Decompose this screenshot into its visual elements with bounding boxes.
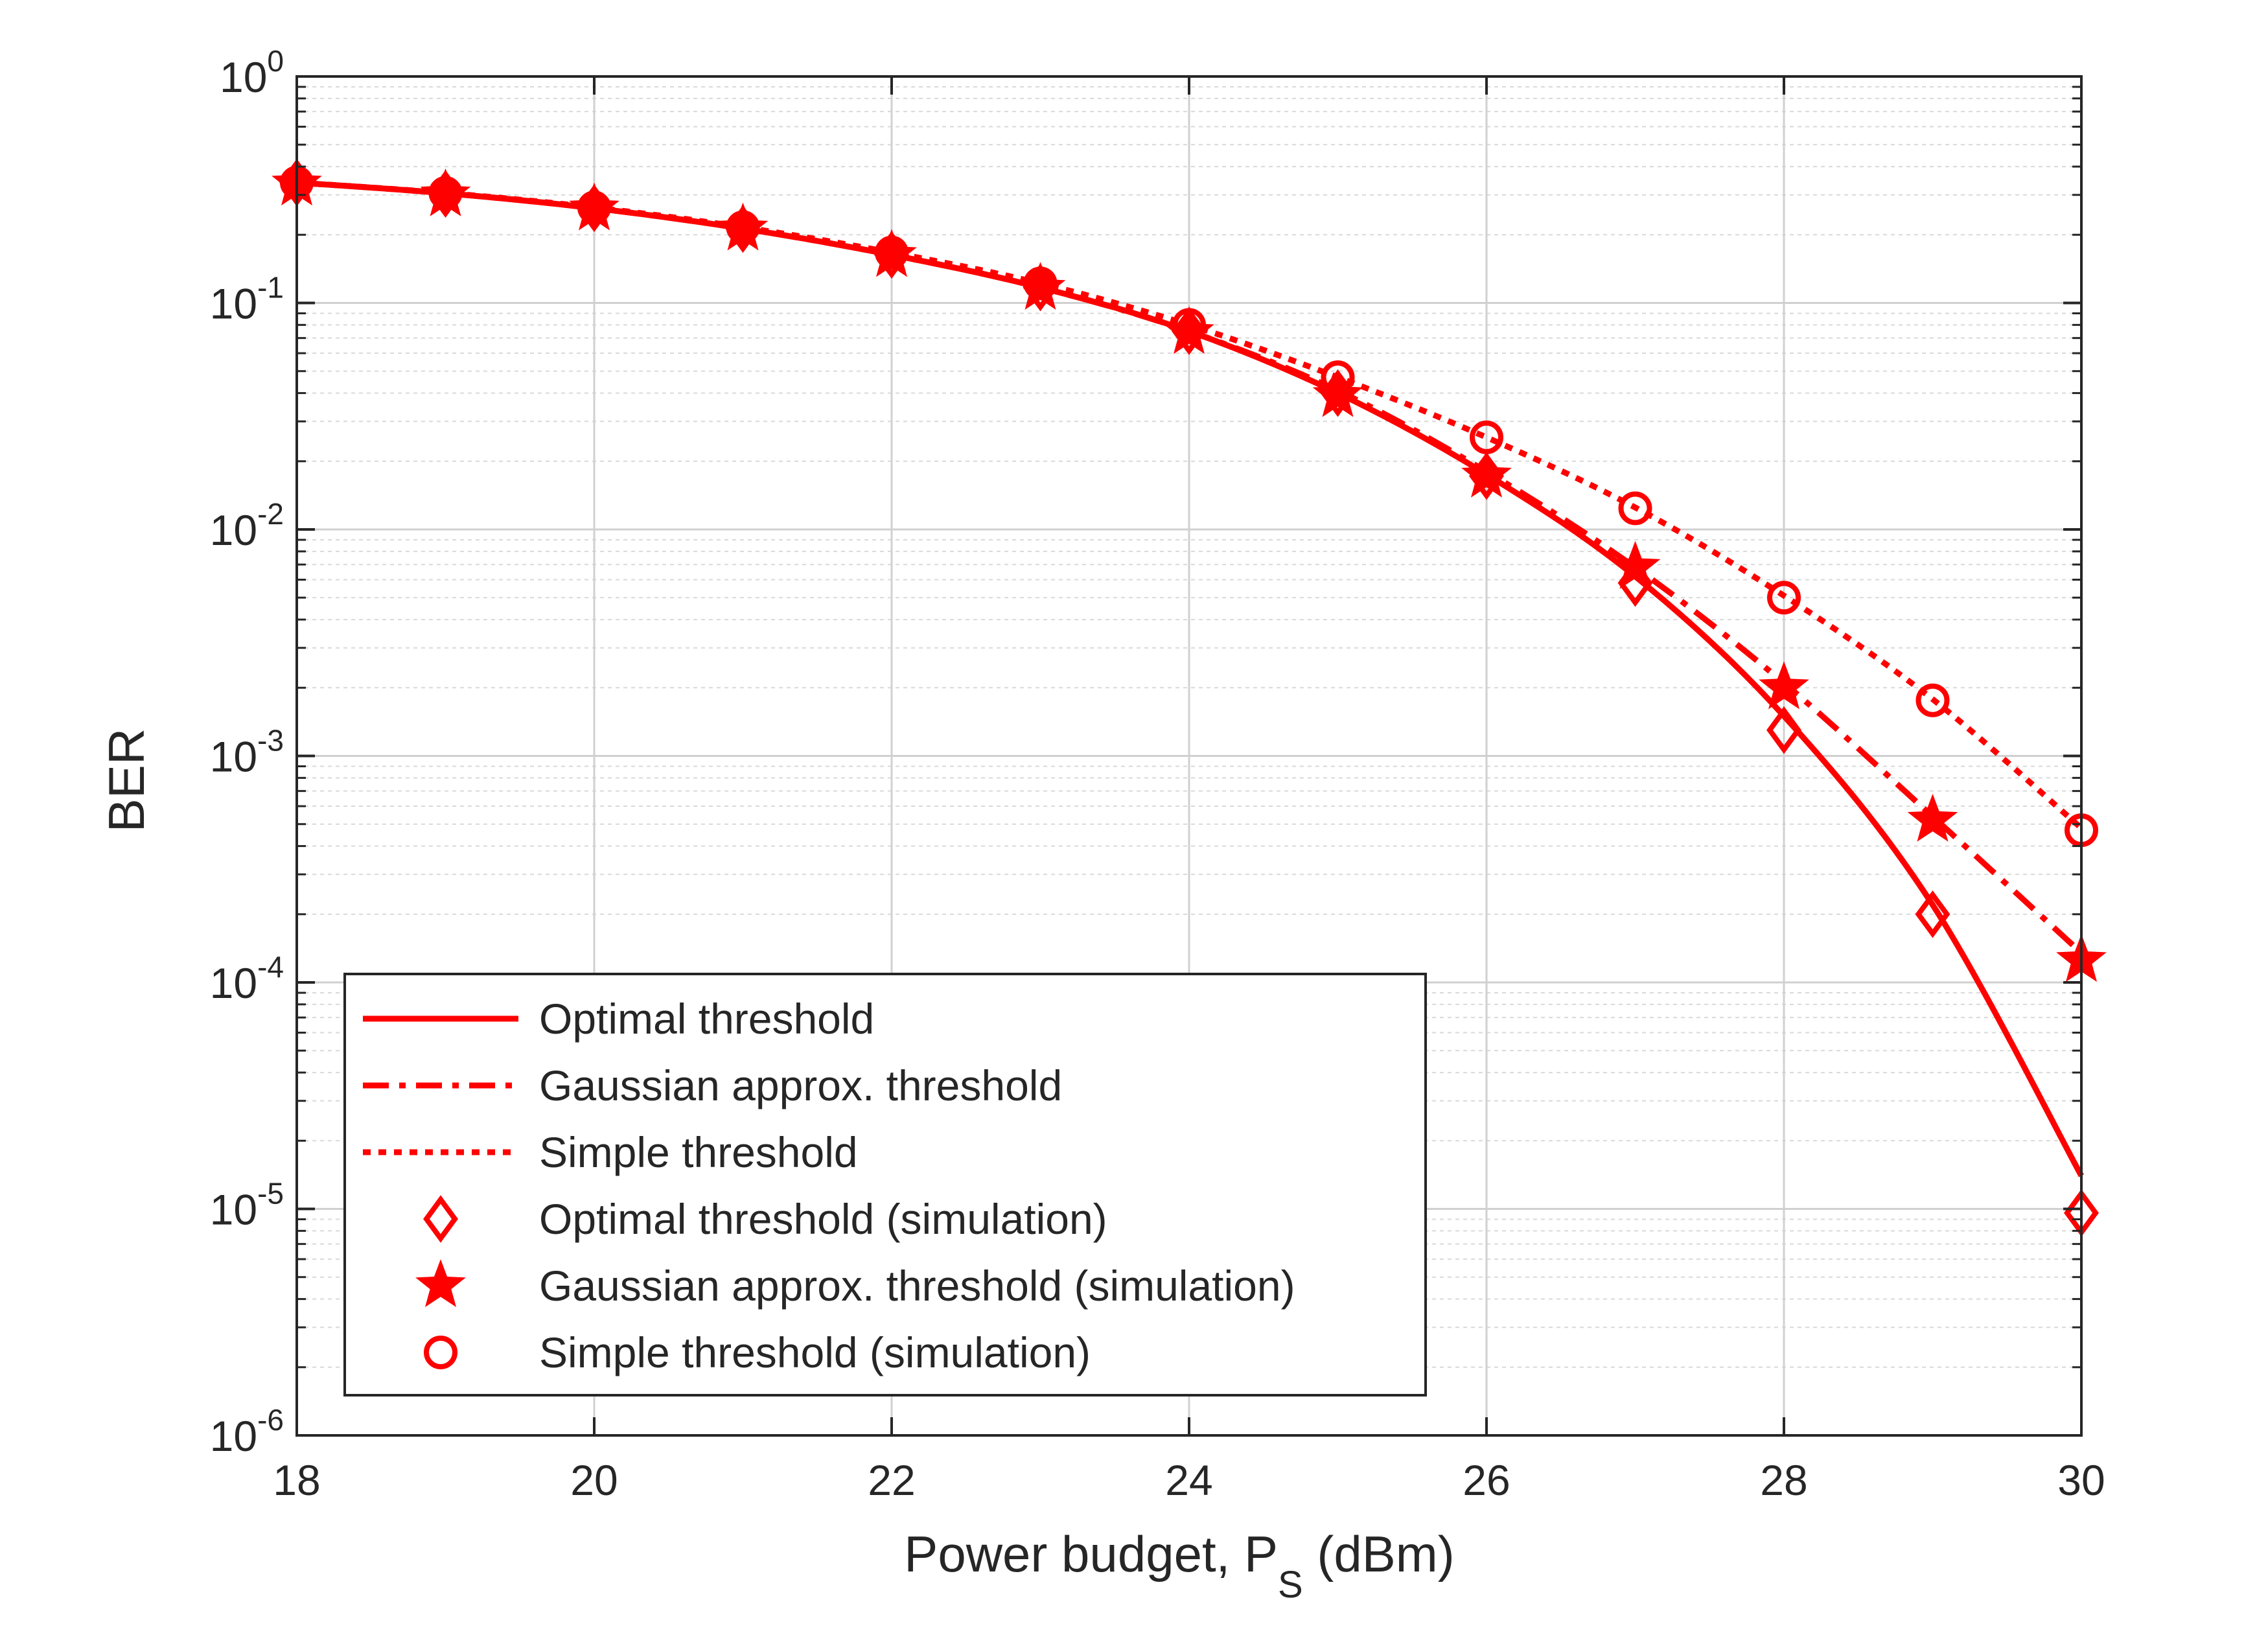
- legend: Optimal threshold Gaussian approx. thresh…: [343, 973, 1427, 1397]
- x-tick-label: 28: [1760, 1456, 1807, 1504]
- x-axis-label: Power budget, PS (dBm): [904, 1525, 1454, 1606]
- y-tick-label: 10-2: [210, 497, 284, 554]
- y-tick-label: 10-1: [210, 271, 284, 328]
- marker-diamond-point: [1915, 890, 1950, 938]
- legend-label: Gaussian approx. threshold: [539, 1061, 1062, 1109]
- legend-label: Optimal threshold: [539, 995, 874, 1043]
- axes: [295, 75, 2083, 1437]
- legend-label: Simple threshold: [539, 1128, 858, 1176]
- legend-entry: Simple threshold (simulation): [424, 1328, 1091, 1376]
- marker-circle-point: [1618, 491, 1652, 526]
- marker-star-point: [1907, 793, 1958, 842]
- legend-entry: Gaussian approx. threshold (simulation): [415, 1259, 1295, 1310]
- marker-circle-point: [1321, 360, 1355, 395]
- marker-circle-point: [726, 210, 760, 244]
- y-tick-label: 10-4: [210, 950, 284, 1007]
- legend-label: Simple threshold (simulation): [539, 1328, 1091, 1376]
- tick-labels: 18 20 22 24 26 28 30 10-6 10-5 10-4 10-3 10-2 10-1 10…: [210, 44, 2105, 1504]
- marker-star-point: [1759, 661, 1809, 710]
- legend-label: Optimal threshold (simulation): [539, 1195, 1107, 1243]
- legend-marker-circle: [424, 1336, 457, 1369]
- marker-circle-point: [1915, 683, 1950, 717]
- marker-star-point: [1610, 540, 1661, 589]
- marker-circle-point: [428, 176, 463, 210]
- legend-entry: Optimal threshold: [363, 995, 874, 1043]
- x-tick-label: 22: [868, 1456, 915, 1504]
- marker-circle-point: [577, 191, 611, 225]
- legend-marker-diamond: [423, 1195, 458, 1243]
- x-tick-label: 26: [1463, 1456, 1510, 1504]
- legend-entry: Gaussian approx. threshold: [363, 1061, 1062, 1109]
- y-axis-label: BER: [98, 728, 155, 832]
- x-tick-label: 30: [2057, 1456, 2105, 1504]
- marker-star-point: [1164, 306, 1214, 354]
- legend-entry: Simple threshold: [363, 1128, 858, 1176]
- legend-marker-star: [415, 1259, 466, 1308]
- marker-circle-point: [875, 235, 908, 270]
- marker-circle-point: [1767, 581, 1801, 615]
- x-tick-label: 18: [273, 1456, 320, 1504]
- y-tick-label: 10-6: [210, 1403, 284, 1460]
- y-tick-label: 100: [220, 44, 284, 101]
- marker-circle-point: [1172, 308, 1206, 342]
- y-tick-label: 10-5: [210, 1177, 284, 1234]
- legend-box: [343, 973, 1427, 1397]
- x-tick-label: 20: [570, 1456, 618, 1504]
- legend-entry: Optimal threshold (simulation): [423, 1195, 1107, 1243]
- marker-circle-point: [1023, 266, 1058, 301]
- marker-star-point: [1461, 449, 1512, 498]
- marker-diamond-point: [1766, 706, 1801, 754]
- legend-label: Gaussian approx. threshold (simulation): [539, 1262, 1295, 1310]
- marker-circle-point: [1470, 420, 1503, 454]
- y-tick-label: 10-3: [210, 724, 284, 781]
- x-tick-label: 24: [1165, 1456, 1212, 1504]
